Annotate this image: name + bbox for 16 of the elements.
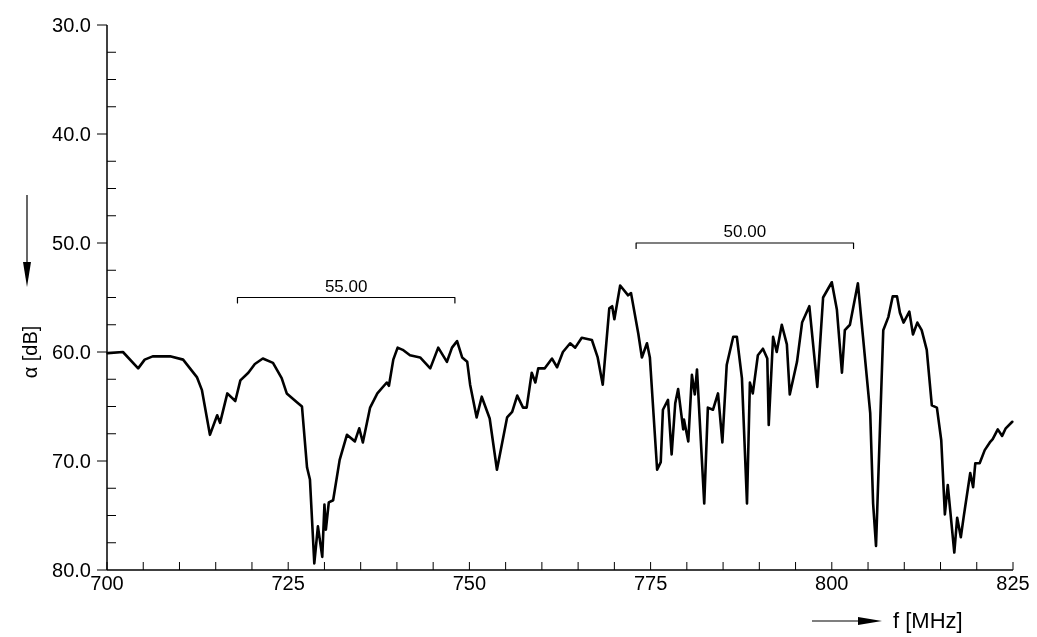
x-tick-label: 800 xyxy=(815,572,849,594)
y-tick-label: 60.0 xyxy=(52,341,91,363)
x-tick-label: 825 xyxy=(996,572,1030,594)
y-axis-title: α [dB] xyxy=(19,325,41,379)
x-axis-title: f [MHz] xyxy=(893,608,963,633)
y-tick-label: 40.0 xyxy=(52,123,91,145)
x-tick-label: 775 xyxy=(633,572,668,594)
annotation: 55.00 xyxy=(324,276,368,296)
y-tick-label: 50.0 xyxy=(52,232,91,254)
y-tick-label: 80.0 xyxy=(52,559,91,581)
x-tick-label: 700 xyxy=(90,572,124,594)
y-tick-label: 70.0 xyxy=(52,450,91,472)
x-tick-label: 750 xyxy=(452,572,487,594)
annotation: 50.00 xyxy=(723,222,767,241)
x-tick-label: 725 xyxy=(271,572,305,594)
y-tick-label: 30.0 xyxy=(52,14,91,36)
